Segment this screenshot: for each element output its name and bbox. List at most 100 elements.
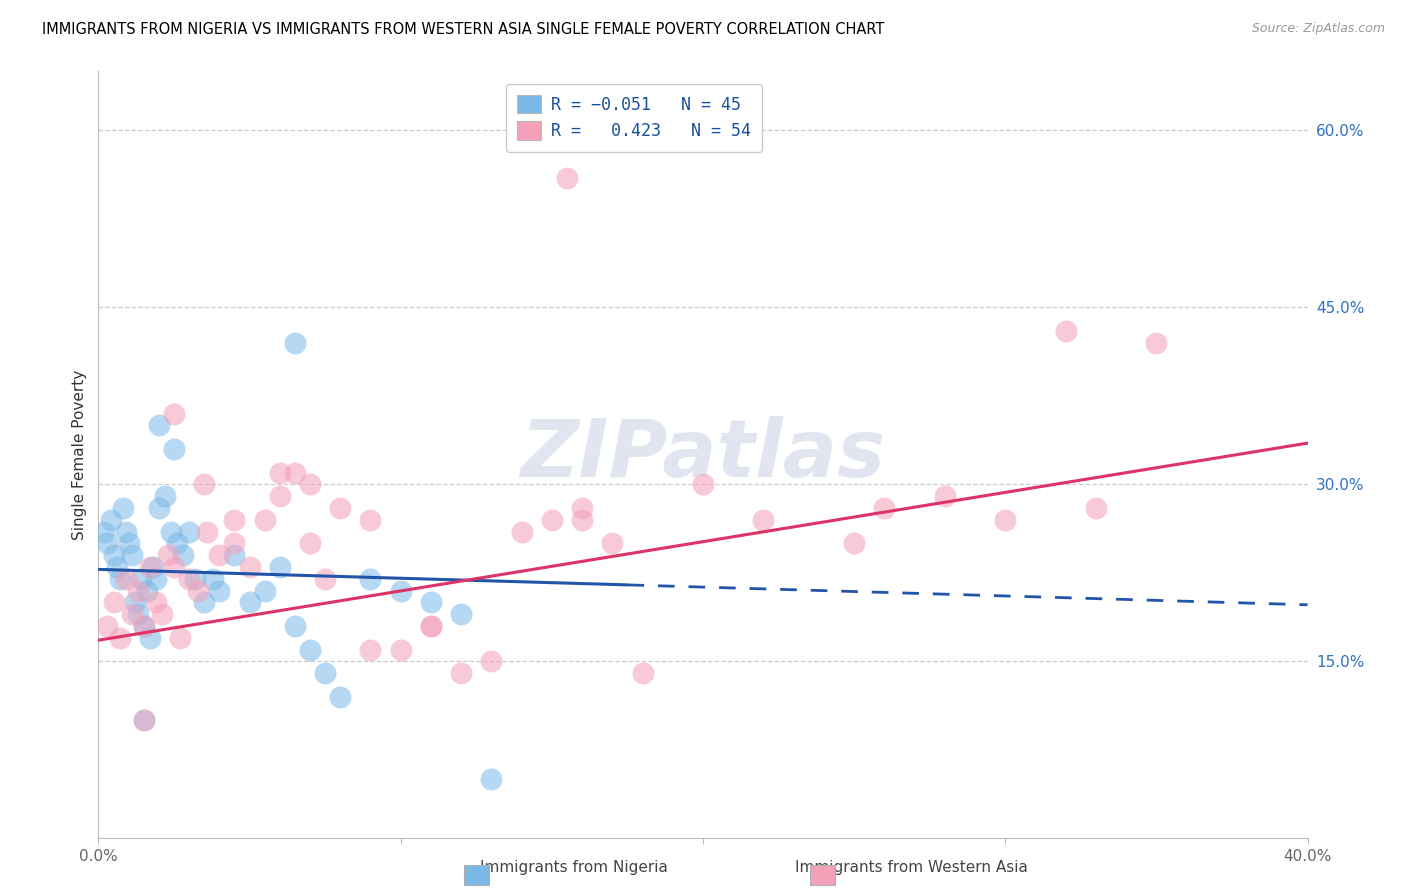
- Point: [360, 642, 382, 657]
- Point: [1144, 335, 1167, 350]
- Point: [132, 714, 155, 728]
- Point: [329, 690, 352, 704]
- Point: [420, 619, 443, 633]
- Point: [253, 583, 276, 598]
- Point: [132, 619, 155, 633]
- Point: [114, 524, 136, 539]
- Point: [481, 655, 503, 669]
- Point: [121, 548, 143, 562]
- Point: [420, 595, 443, 609]
- Point: [100, 513, 122, 527]
- Y-axis label: Single Female Poverty: Single Female Poverty: [72, 370, 87, 540]
- Point: [108, 631, 131, 645]
- Point: [224, 536, 246, 550]
- Point: [148, 501, 170, 516]
- Point: [284, 619, 307, 633]
- Point: [163, 442, 186, 456]
- Point: [187, 583, 209, 598]
- Point: [269, 466, 291, 480]
- Point: [142, 560, 165, 574]
- Point: [571, 501, 593, 516]
- Point: [314, 666, 336, 681]
- Point: [540, 513, 562, 527]
- Point: [239, 595, 262, 609]
- Point: [166, 536, 188, 550]
- Point: [571, 513, 593, 527]
- Point: [103, 548, 125, 562]
- Point: [269, 489, 291, 503]
- Point: [284, 335, 307, 350]
- Point: [253, 513, 276, 527]
- Point: [127, 583, 149, 598]
- Point: [224, 513, 246, 527]
- Point: [160, 524, 183, 539]
- Point: [602, 536, 624, 550]
- Point: [269, 560, 291, 574]
- Point: [139, 631, 162, 645]
- Point: [163, 407, 186, 421]
- Point: [193, 595, 215, 609]
- Point: [844, 536, 866, 550]
- Point: [481, 772, 503, 787]
- Point: [156, 548, 179, 562]
- Point: [163, 560, 186, 574]
- Point: [299, 477, 322, 491]
- Point: [752, 513, 775, 527]
- Point: [360, 513, 382, 527]
- Point: [179, 524, 201, 539]
- Point: [193, 477, 215, 491]
- Point: [510, 524, 533, 539]
- Point: [124, 595, 146, 609]
- Point: [224, 548, 246, 562]
- Point: [118, 536, 141, 550]
- Point: [150, 607, 173, 622]
- Point: [314, 572, 336, 586]
- Point: [195, 524, 218, 539]
- Point: [360, 572, 382, 586]
- Point: [96, 536, 118, 550]
- Point: [139, 560, 162, 574]
- Point: [184, 572, 207, 586]
- Point: [389, 642, 412, 657]
- Point: [208, 583, 231, 598]
- Point: [103, 595, 125, 609]
- Legend: R = −0.051   N = 45, R =   0.423   N = 54: R = −0.051 N = 45, R = 0.423 N = 54: [506, 84, 762, 152]
- Point: [172, 548, 194, 562]
- Point: [450, 666, 472, 681]
- Point: [153, 489, 176, 503]
- Point: [631, 666, 654, 681]
- Point: [135, 583, 157, 598]
- Point: [179, 572, 201, 586]
- Point: [132, 714, 155, 728]
- Point: [111, 501, 134, 516]
- Point: [555, 170, 578, 185]
- Point: [299, 536, 322, 550]
- Text: Immigrants from Western Asia: Immigrants from Western Asia: [794, 861, 1028, 875]
- Point: [96, 619, 118, 633]
- Point: [202, 572, 225, 586]
- Point: [1085, 501, 1108, 516]
- Point: [329, 501, 352, 516]
- Point: [145, 572, 167, 586]
- Point: [208, 548, 231, 562]
- Point: [284, 466, 307, 480]
- Point: [239, 560, 262, 574]
- Point: [692, 477, 714, 491]
- Point: [299, 642, 322, 657]
- Point: [132, 619, 155, 633]
- Point: [93, 524, 115, 539]
- Text: Source: ZipAtlas.com: Source: ZipAtlas.com: [1251, 22, 1385, 36]
- Point: [1054, 324, 1077, 338]
- Point: [148, 418, 170, 433]
- Point: [450, 607, 472, 622]
- Text: Immigrants from Nigeria: Immigrants from Nigeria: [479, 861, 668, 875]
- Point: [873, 501, 896, 516]
- Point: [934, 489, 956, 503]
- Text: ZIPatlas: ZIPatlas: [520, 416, 886, 494]
- Point: [420, 619, 443, 633]
- Point: [169, 631, 191, 645]
- Point: [127, 607, 149, 622]
- Point: [994, 513, 1017, 527]
- Point: [114, 572, 136, 586]
- Point: [121, 607, 143, 622]
